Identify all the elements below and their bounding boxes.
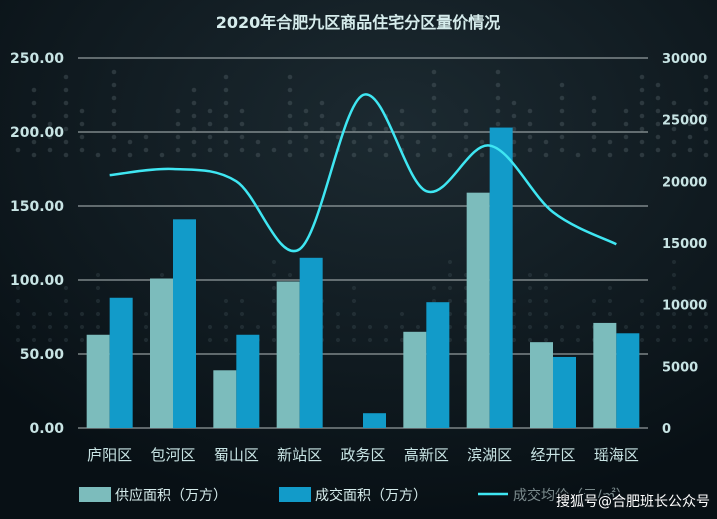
x-tick-label: 高新区 xyxy=(404,446,449,464)
legend-swatch-supply xyxy=(79,487,111,502)
bar-deal xyxy=(616,333,640,428)
legend-label-supply: 供应面积（万方） xyxy=(115,487,227,504)
bar-supply xyxy=(403,331,427,428)
x-tick-label: 瑶海区 xyxy=(594,446,639,464)
bar-deal xyxy=(426,302,450,428)
right-tick-label: 15000 xyxy=(662,237,707,252)
bar-deal xyxy=(173,219,196,428)
right-tick-label: 20000 xyxy=(662,175,707,190)
left-tick-label: 250.00 xyxy=(10,51,64,67)
bar-supply xyxy=(530,342,553,428)
right-tick-label: 25000 xyxy=(662,114,707,129)
bar-deal xyxy=(109,297,133,428)
bar-deal xyxy=(236,334,260,428)
bar-supply xyxy=(466,192,490,428)
left-tick-label: 100.00 xyxy=(10,273,64,289)
legend: 供应面积（万方） 成交面积（万方） 成交均价（元/㎡） xyxy=(79,487,630,504)
watermark: 搜狐号@合肥班长公众号 xyxy=(556,494,710,510)
left-tick-label: 150.00 xyxy=(10,199,64,215)
right-tick-label: 0 xyxy=(662,422,671,437)
legend-swatch-deal xyxy=(279,487,311,502)
bar-deal xyxy=(299,257,323,428)
chart-title: 2020年合肥九区商品住宅分区量价情况 xyxy=(216,13,501,32)
x-tick-label: 经开区 xyxy=(530,446,575,464)
left-axis-ticks: 0.00 50.00 100.00 150.00 200.00 250.00 xyxy=(10,51,64,437)
right-axis-ticks: 0 5000 10000 15000 20000 25000 30000 xyxy=(662,52,707,437)
right-tick-label: 10000 xyxy=(662,299,707,314)
price-line-series xyxy=(109,93,617,253)
bar-deal xyxy=(363,413,386,428)
price-line xyxy=(109,93,617,253)
x-tick-label: 滨湖区 xyxy=(467,446,512,464)
x-tick-label: 蜀山区 xyxy=(214,446,259,464)
right-tick-label: 30000 xyxy=(662,52,707,67)
x-tick-label: 庐阳区 xyxy=(87,446,132,464)
bar-supply xyxy=(150,278,173,428)
bar-supply xyxy=(593,322,617,428)
bar-deal xyxy=(489,127,513,428)
bar-supply xyxy=(86,334,110,428)
x-tick-label: 新站区 xyxy=(277,446,322,464)
bar-supply xyxy=(213,370,237,428)
x-axis-ticks: 庐阳区 包河区 蜀山区 新站区 政务区 高新区 滨湖区 经开区 瑶海区 xyxy=(87,446,639,464)
bar-supply xyxy=(276,281,300,428)
x-tick-label: 政务区 xyxy=(340,446,385,464)
left-tick-label: 200.00 xyxy=(10,125,64,141)
x-tick-label: 包河区 xyxy=(150,446,195,464)
legend-label-price: 成交均价（元/㎡） xyxy=(513,487,630,504)
left-tick-label: 0.00 xyxy=(29,421,64,437)
bar-deal xyxy=(553,356,576,428)
bar-series xyxy=(86,127,640,428)
legend-label-deal: 成交面积（万方） xyxy=(315,487,427,504)
left-tick-label: 50.00 xyxy=(20,347,65,363)
right-tick-label: 5000 xyxy=(662,360,698,375)
